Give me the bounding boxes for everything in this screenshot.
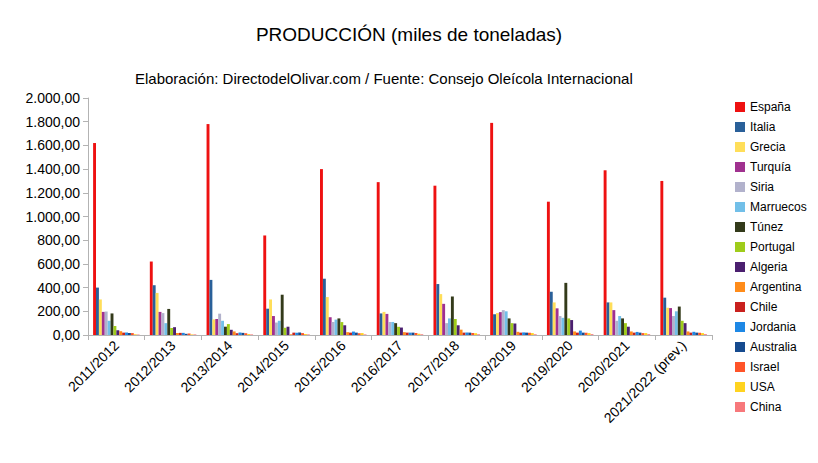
svg-text:800,00: 800,00 (37, 232, 80, 248)
svg-text:600,00: 600,00 (37, 256, 80, 272)
svg-text:PRODUCCIÓN (miles de toneladas: PRODUCCIÓN (miles de toneladas) (256, 24, 562, 45)
svg-text:Chile: Chile (750, 300, 778, 314)
svg-text:2020/2021: 2020/2021 (575, 337, 633, 395)
svg-text:Israel: Israel (750, 360, 779, 374)
svg-text:Elaboración: DirectodelOlivar.: Elaboración: DirectodelOlivar.com / Fuen… (135, 70, 633, 87)
svg-text:2014/2015: 2014/2015 (234, 337, 292, 395)
svg-text:Siria: Siria (750, 180, 774, 194)
svg-text:España: España (750, 100, 791, 114)
svg-text:1.200,00: 1.200,00 (26, 185, 81, 201)
svg-text:China: China (750, 400, 782, 414)
svg-text:Argentina: Argentina (750, 280, 802, 294)
svg-text:Australia: Australia (750, 340, 797, 354)
svg-text:1.000,00: 1.000,00 (26, 209, 81, 225)
svg-text:200,00: 200,00 (37, 303, 80, 319)
svg-text:1.600,00: 1.600,00 (26, 137, 81, 153)
svg-text:Grecia: Grecia (750, 140, 786, 154)
svg-text:Túnez: Túnez (750, 220, 783, 234)
svg-text:Jordania: Jordania (750, 320, 796, 334)
svg-text:2013/2014: 2013/2014 (177, 337, 235, 395)
svg-text:USA: USA (750, 380, 775, 394)
svg-text:1.400,00: 1.400,00 (26, 161, 81, 177)
svg-text:Turquía: Turquía (750, 160, 791, 174)
svg-text:2011/2012: 2011/2012 (65, 337, 122, 394)
svg-text:2018/2019: 2018/2019 (461, 337, 519, 395)
svg-text:Portugal: Portugal (750, 240, 795, 254)
svg-text:2021/2022 (prev.): 2021/2022 (prev.) (601, 337, 690, 426)
svg-text:Algeria: Algeria (750, 260, 788, 274)
svg-text:2015/2016: 2015/2016 (291, 337, 349, 395)
svg-text:0,00: 0,00 (53, 327, 80, 343)
svg-text:2017/2018: 2017/2018 (404, 337, 462, 395)
svg-text:2019/2020: 2019/2020 (518, 337, 576, 395)
svg-text:Marruecos: Marruecos (750, 200, 807, 214)
svg-text:2012/2013: 2012/2013 (121, 337, 179, 395)
svg-text:2.000,00: 2.000,00 (26, 90, 81, 106)
svg-text:1.800,00: 1.800,00 (26, 114, 81, 130)
svg-text:Italia: Italia (750, 120, 776, 134)
svg-text:400,00: 400,00 (37, 280, 80, 296)
svg-text:2016/2017: 2016/2017 (348, 337, 406, 395)
